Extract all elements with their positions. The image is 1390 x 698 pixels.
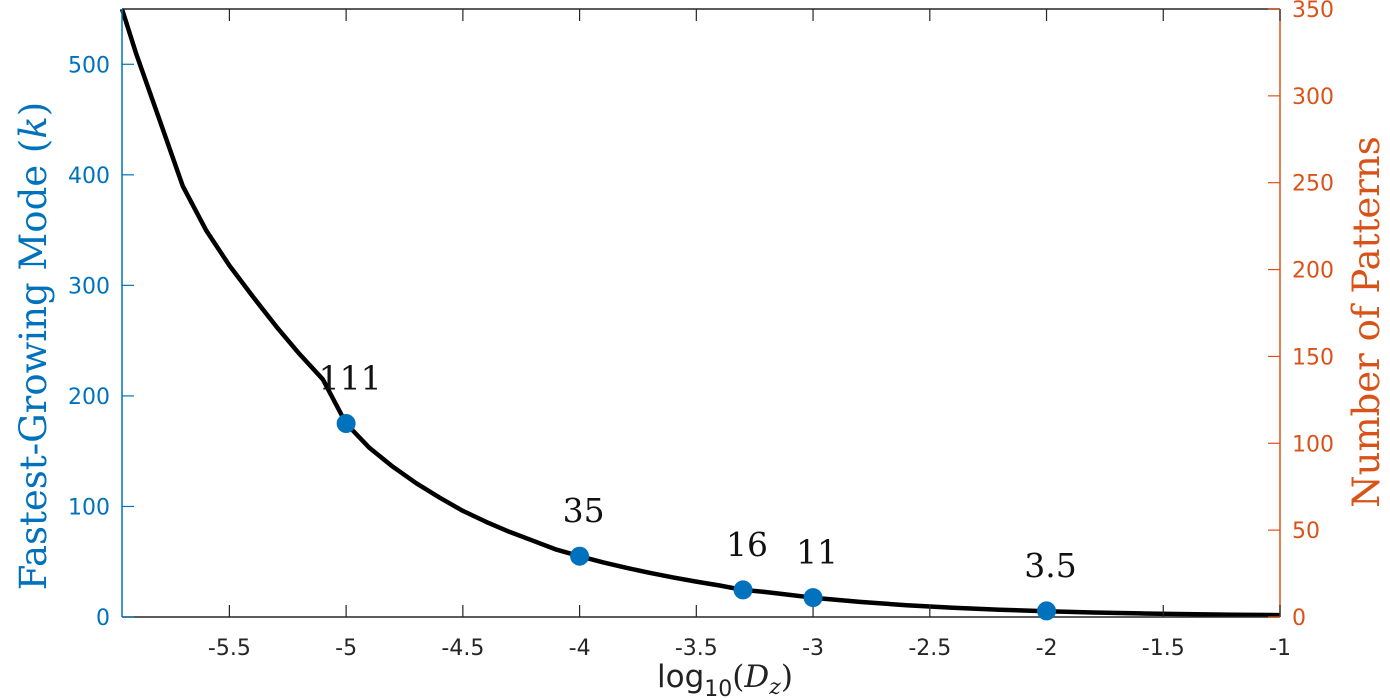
y-left-tick-label: 400 — [68, 164, 110, 189]
y-right-tick-label: 150 — [1292, 345, 1334, 370]
data-point-marker — [336, 414, 356, 434]
x-tick-label: -5 — [335, 636, 357, 661]
x-tick-label: -3 — [802, 636, 824, 661]
x-tick-label: -4.5 — [441, 636, 484, 661]
markers-layer: 111 35 16 11 3.5 — [319, 359, 1077, 621]
data-point-marker — [733, 580, 753, 600]
x-tick-label: -1.5 — [1142, 636, 1185, 661]
data-point-marker — [570, 546, 590, 566]
y-left-tick-label: 500 — [68, 53, 110, 78]
x-tick-label: -4 — [569, 636, 591, 661]
y-axis-left-title: Fastest-Growing Mode (k) — [12, 102, 55, 590]
data-point-marker — [803, 588, 823, 608]
y-right-tick-label: 300 — [1292, 85, 1334, 110]
axes-frame — [121, 8, 1281, 618]
y-right-tick-label: 50 — [1292, 519, 1320, 544]
y-right-tick-label: 200 — [1292, 259, 1334, 284]
y-axis-right-title: Number of Patterns — [1345, 136, 1388, 507]
y-left-tick-label: 200 — [68, 385, 110, 410]
x-tick-label: -2.5 — [908, 636, 951, 661]
data-point-label: 16 — [726, 525, 768, 564]
y-left-tick-label: 100 — [68, 495, 110, 520]
x-tick-label: -3.5 — [675, 636, 718, 661]
y-left-tick-label: 0 — [96, 606, 110, 631]
x-axis-title: log10(Dz) — [657, 659, 793, 698]
ticks-layer: -5.5 -5 -4.5 -4 -3.5 -3 -2.5 -2 -1.5 -10100200300… — [68, 0, 1334, 661]
data-point-label: 11 — [796, 533, 838, 572]
data-point-label: 35 — [563, 491, 605, 530]
y-right-tick-label: 100 — [1292, 432, 1334, 457]
data-point-marker — [1037, 601, 1057, 621]
x-tick-label: -5.5 — [208, 636, 251, 661]
y-right-tick-label: 250 — [1292, 172, 1334, 197]
y-right-tick-label: 0 — [1292, 606, 1306, 631]
x-tick-label: -2 — [1036, 636, 1058, 661]
y-right-tick-label: 350 — [1292, 0, 1334, 23]
data-point-label: 111 — [319, 359, 382, 398]
data-point-label: 3.5 — [1024, 546, 1076, 585]
y-left-tick-label: 300 — [68, 274, 110, 299]
x-tick-label: -1 — [1269, 636, 1291, 661]
